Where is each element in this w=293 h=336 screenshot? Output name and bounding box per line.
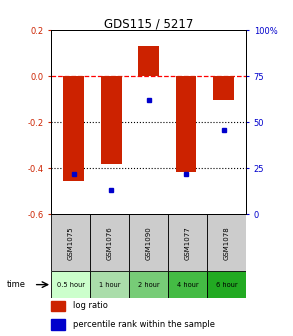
Text: 0.5 hour: 0.5 hour <box>57 282 85 288</box>
Bar <box>129 214 168 271</box>
Bar <box>168 214 207 271</box>
Bar <box>51 320 65 330</box>
Text: GSM1077: GSM1077 <box>185 226 191 260</box>
Text: GSM1090: GSM1090 <box>146 226 152 260</box>
Bar <box>207 271 246 298</box>
Bar <box>90 214 129 271</box>
Bar <box>51 214 90 271</box>
Bar <box>101 76 122 164</box>
Text: GSM1078: GSM1078 <box>224 226 230 260</box>
Text: 6 hour: 6 hour <box>216 282 237 288</box>
Bar <box>138 46 159 76</box>
Bar <box>207 214 246 271</box>
Text: 4 hour: 4 hour <box>177 282 198 288</box>
Bar <box>64 76 84 181</box>
Text: percentile rank within the sample: percentile rank within the sample <box>73 320 215 329</box>
Bar <box>213 76 234 100</box>
Text: log ratio: log ratio <box>73 301 108 310</box>
Text: 2 hour: 2 hour <box>138 282 159 288</box>
Bar <box>90 271 129 298</box>
Text: GSM1075: GSM1075 <box>68 226 74 259</box>
Bar <box>51 301 65 311</box>
Bar <box>168 271 207 298</box>
Text: GSM1076: GSM1076 <box>107 226 113 260</box>
Bar <box>176 76 197 172</box>
Text: 1 hour: 1 hour <box>99 282 120 288</box>
Bar <box>51 271 90 298</box>
Text: time: time <box>7 280 26 289</box>
Bar <box>129 271 168 298</box>
Title: GDS115 / 5217: GDS115 / 5217 <box>104 17 193 30</box>
